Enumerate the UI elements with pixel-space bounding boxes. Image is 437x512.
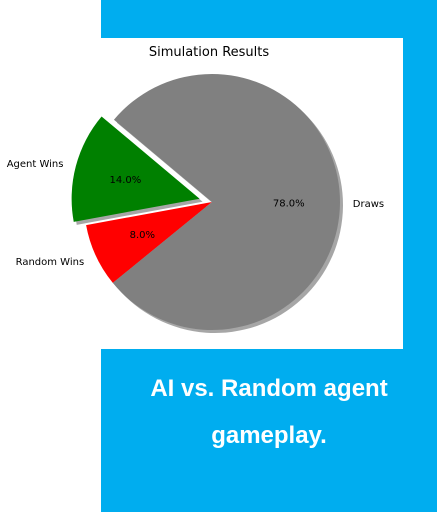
- slice-label-agent-wins: Agent Wins: [7, 159, 64, 170]
- slice-random-wins: [86, 202, 212, 283]
- caption-line-1: AI vs. Random agent: [150, 375, 388, 402]
- slice-label-draws: Draws: [353, 199, 384, 210]
- chart-area: Simulation Results 14.0% Agent Wins 8.0% Ra…: [0, 38, 403, 349]
- pct-label-draws: 78.0%: [273, 199, 305, 210]
- slice-label-random-wins: Random Wins: [16, 257, 85, 268]
- pie-chart: Simulation Results 14.0% Agent Wins 8.0% Ra…: [7, 45, 384, 333]
- pct-label-random-wins: 8.0%: [130, 230, 155, 241]
- slice-agent-wins: [71, 116, 200, 222]
- slice-draws: [112, 73, 341, 330]
- chart-title: Simulation Results: [149, 45, 270, 60]
- caption: AI vs. Random agent gameplay.: [101, 365, 437, 459]
- caption-line-2: gameplay.: [211, 422, 327, 449]
- pct-label-agent-wins: 14.0%: [109, 175, 141, 186]
